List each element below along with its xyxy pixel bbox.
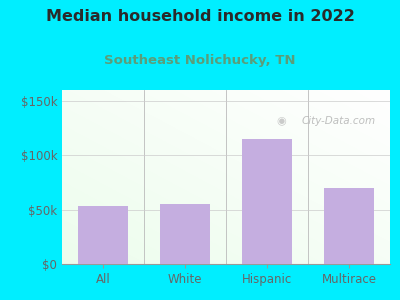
- Text: Southeast Nolichucky, TN: Southeast Nolichucky, TN: [104, 54, 296, 67]
- Bar: [160, 204, 210, 264]
- Text: ◉: ◉: [277, 116, 287, 126]
- Bar: [242, 139, 292, 264]
- Text: Median household income in 2022: Median household income in 2022: [46, 9, 354, 24]
- Text: City-Data.com: City-Data.com: [302, 116, 376, 126]
- Bar: [324, 188, 374, 264]
- Bar: [78, 206, 128, 264]
